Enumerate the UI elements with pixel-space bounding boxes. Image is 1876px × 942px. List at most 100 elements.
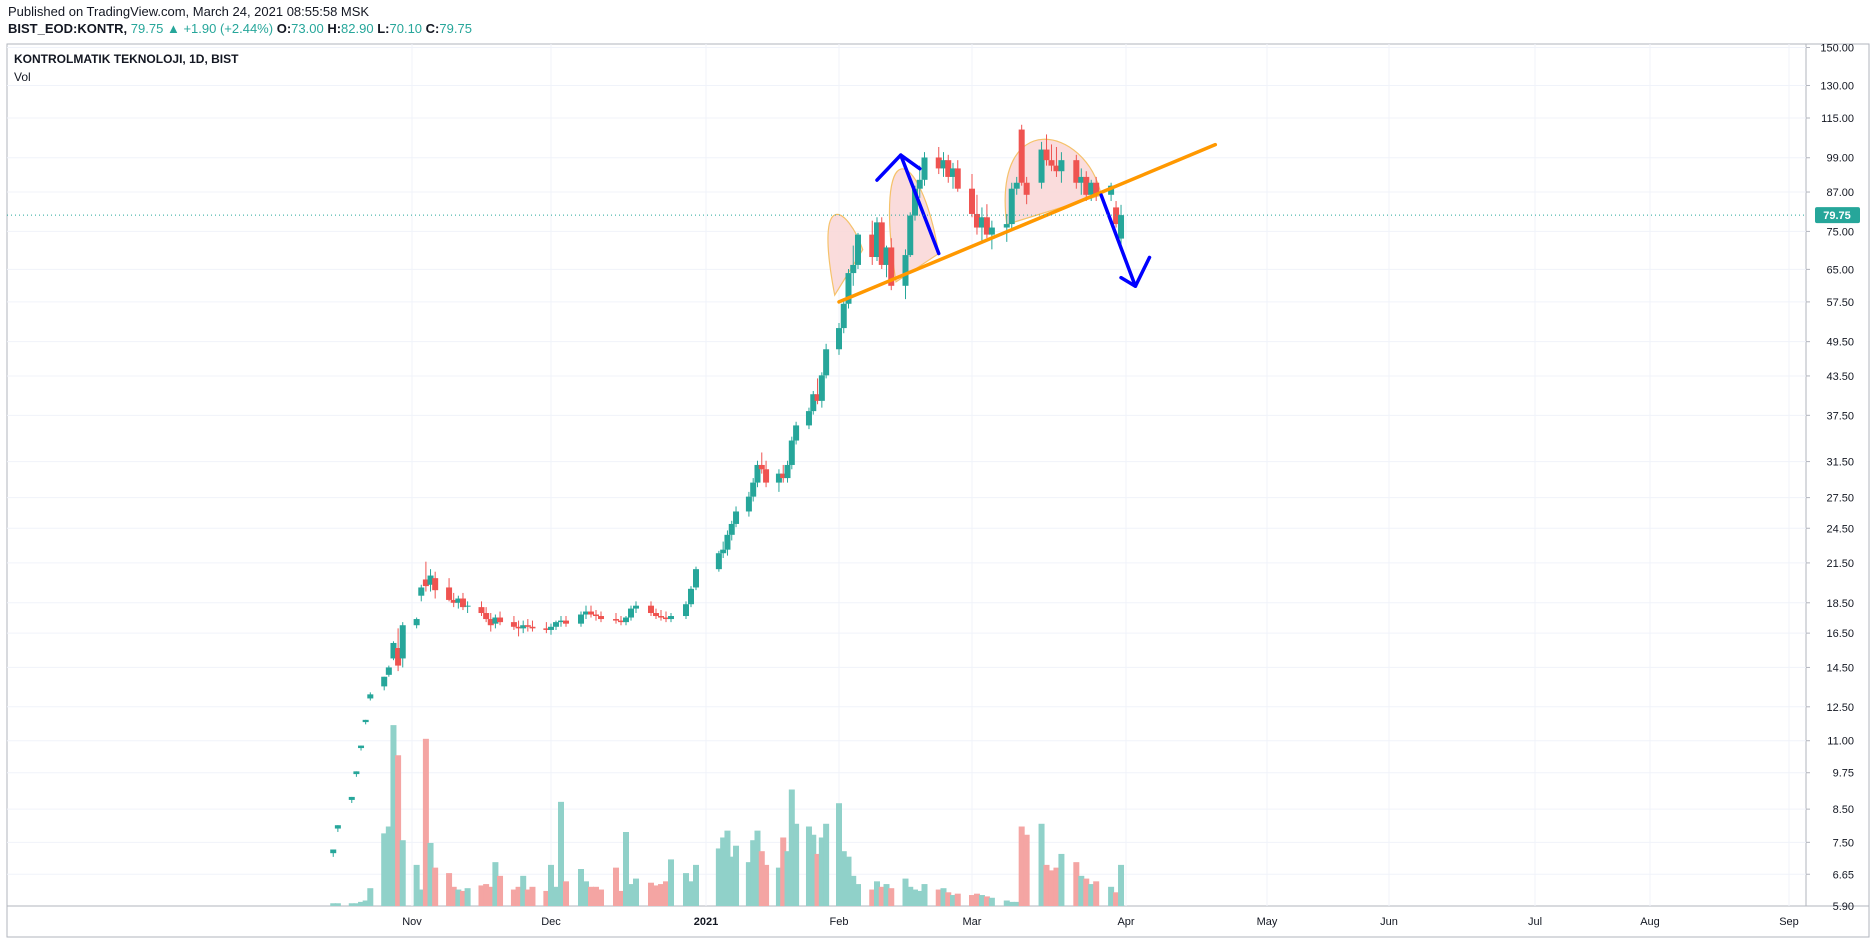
high-value: 82.90 xyxy=(341,21,374,36)
candle-body xyxy=(598,616,604,620)
volume-bar xyxy=(850,875,857,906)
candle-body xyxy=(487,619,494,626)
volume-bar xyxy=(754,830,761,906)
volume-bar xyxy=(818,837,825,906)
volume-bar xyxy=(543,890,550,906)
price-tick-label: 87.00 xyxy=(1826,187,1854,199)
volume-bar xyxy=(450,886,457,906)
candle-body xyxy=(385,667,392,675)
price-tick-label: 24.50 xyxy=(1826,523,1854,535)
volume-bar xyxy=(524,889,531,906)
candle-body xyxy=(1083,176,1090,195)
candle-body xyxy=(788,440,795,465)
candle-body xyxy=(883,247,890,265)
candle-body xyxy=(874,222,880,258)
volume-bar xyxy=(784,851,791,906)
close-label: C: xyxy=(425,21,440,36)
time-tick-label: Dec xyxy=(541,916,561,928)
candle-body xyxy=(818,375,825,401)
candle-body xyxy=(784,464,791,479)
candle-body xyxy=(510,622,517,627)
volume-bar xyxy=(593,886,599,906)
volume-bar xyxy=(775,867,782,906)
candle-body xyxy=(413,619,420,626)
volume-legend: Vol xyxy=(14,70,31,84)
time-tick-label: Jun xyxy=(1380,916,1398,928)
volume-bar xyxy=(1013,901,1020,906)
price-axis[interactable]: 150.00 130.00 115.00 99.00 87.00 75.00 65.00 57… xyxy=(7,43,1860,913)
volume-bar xyxy=(515,886,522,906)
volume-bar xyxy=(921,884,928,906)
price-tick-label: 5.90 xyxy=(1833,901,1854,913)
volume-bar xyxy=(869,889,876,906)
candle-body xyxy=(633,605,639,609)
candle-body xyxy=(754,464,761,483)
volume-bar xyxy=(954,893,961,906)
volume-bar xyxy=(1048,870,1055,906)
volume-bar xyxy=(728,856,735,906)
candle-body xyxy=(814,394,821,401)
candle-body xyxy=(1043,149,1050,161)
candle-body xyxy=(845,273,852,304)
candle-body xyxy=(593,614,599,617)
candle-body xyxy=(588,611,594,615)
volume-bar xyxy=(353,903,360,906)
volume-bar xyxy=(558,801,564,906)
drawings xyxy=(837,142,1218,304)
volume-bar xyxy=(902,878,909,906)
candle-body xyxy=(330,849,337,854)
candle-body xyxy=(950,168,956,177)
volume-bar xyxy=(427,842,434,906)
volume-bar xyxy=(578,869,584,906)
chart-frame xyxy=(6,43,1870,938)
volume-bar xyxy=(1058,853,1065,906)
published-info: Published on TradingView.com, March 24, … xyxy=(8,4,370,19)
candle-body xyxy=(543,628,550,630)
volume-bar xyxy=(978,895,985,906)
volume-bar xyxy=(478,885,485,906)
time-axis[interactable]: Nov Dec 2021 Feb Mar Apr May Jun Jul Aug Sep xyxy=(402,916,1799,928)
volume-bar xyxy=(916,890,923,906)
candle-body xyxy=(983,217,990,235)
arrow-up-head-drawing[interactable] xyxy=(899,153,922,171)
candle-body xyxy=(334,825,341,829)
candle-body xyxy=(529,626,536,629)
candle-body xyxy=(916,179,923,189)
neckline-trendline[interactable] xyxy=(837,142,1218,304)
price-tick-label: 14.50 xyxy=(1826,662,1854,674)
candle-body xyxy=(459,598,466,608)
candle-body xyxy=(362,719,369,723)
candle-body xyxy=(399,625,406,659)
volume-bar xyxy=(758,851,765,906)
candle-body xyxy=(733,511,740,524)
candle-body xyxy=(1078,176,1085,183)
volume-bar xyxy=(805,826,812,906)
candle-body xyxy=(745,496,752,512)
candle-body xyxy=(492,617,499,624)
candle-body xyxy=(353,771,360,775)
price-tick-label: 8.50 xyxy=(1833,804,1854,816)
candle-body xyxy=(358,745,365,749)
candle-body xyxy=(1113,207,1120,225)
price-tick-label: 9.75 xyxy=(1833,768,1854,780)
symbol-ohlc-bar: BIST_EOD:KONTR, 79.75 ▲ +1.90 (+2.44%) O… xyxy=(8,21,472,36)
volume-bar xyxy=(688,881,694,906)
candle-body xyxy=(348,796,355,800)
candle-body xyxy=(1048,160,1055,166)
volume-bar xyxy=(362,900,369,906)
volume-bar xyxy=(334,903,341,906)
arrow-down-head-drawing[interactable] xyxy=(1133,255,1152,288)
candle-body xyxy=(558,620,564,623)
volume-bar xyxy=(1018,826,1025,906)
volume-bar xyxy=(969,895,975,906)
candle-body xyxy=(668,616,674,620)
volume-bar xyxy=(840,851,847,906)
candle-body xyxy=(1008,188,1015,225)
volume-bar xyxy=(432,867,439,906)
volume-bar xyxy=(750,840,757,906)
candle-body xyxy=(688,588,694,605)
candle-body xyxy=(520,625,527,629)
candle-body xyxy=(613,619,619,621)
volume-bar xyxy=(983,896,990,906)
